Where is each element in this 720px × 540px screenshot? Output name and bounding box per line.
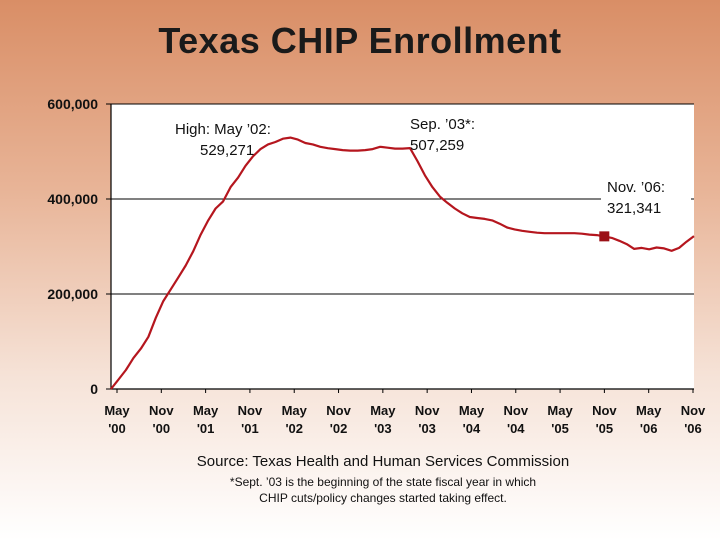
x-tick-label-year: '02 [330, 421, 348, 436]
annotation: Nov. ’06: 321,341 [601, 177, 691, 219]
x-tick-label-year: '05 [596, 421, 614, 436]
enrollment-line [110, 136, 695, 390]
annotation: Sep. ’03*: 507,259 [410, 116, 475, 154]
x-tick-label-month: Nov [326, 403, 351, 418]
y-tick-label: 400,000 [47, 191, 98, 207]
highlight-marker [599, 231, 610, 242]
y-tick-labels: 0 200,000 400,000 600,000 [47, 96, 98, 397]
plot-area [111, 104, 694, 389]
x-tick-label-month: Nov [503, 403, 528, 418]
footnote-line-1: *Sept. ’03 is the beginning of the state… [229, 475, 537, 489]
x-tick-label-month: May [547, 403, 573, 418]
chart-title: Texas CHIP Enrollment [158, 20, 562, 61]
series-group [110, 136, 695, 390]
x-tick-label-year: '05 [551, 421, 569, 436]
annotation: High: May ’02: 529,271 [175, 121, 271, 159]
annotation-line-1: Nov. ’06: [607, 179, 665, 196]
annotation-line-1: High: May ’02: [175, 121, 271, 138]
x-tick-label-year: '01 [241, 421, 259, 436]
axes [110, 104, 694, 390]
x-tick-label-month: Nov [238, 403, 263, 418]
x-tick-label-month: May [459, 403, 485, 418]
footnote: *Sept. ’03 is the beginning of the state… [0, 474, 720, 506]
x-tick-label-month: May [193, 403, 219, 418]
x-tick-label-year: '02 [285, 421, 303, 436]
x-tick-label-year: '06 [640, 421, 658, 436]
annotation-line-2: 321,341 [607, 200, 661, 217]
x-tick-label-year: '04 [507, 421, 525, 436]
annotation-line-2: 529,271 [200, 142, 254, 159]
source-note: Source: Texas Health and Human Services … [196, 453, 570, 470]
x-tick-label-year: '00 [153, 421, 171, 436]
x-tick-label-month: May [282, 403, 308, 418]
x-tick-label-month: Nov [592, 403, 617, 418]
x-tick-label-month: Nov [681, 403, 706, 418]
footnote-line-2: CHIP cuts/policy changes started taking … [259, 491, 507, 506]
x-tick-label-month: May [636, 403, 662, 418]
y-tick-label: 200,000 [47, 286, 98, 302]
x-tick-label-year: '00 [108, 421, 126, 436]
x-tick-label-month: Nov [149, 403, 174, 418]
x-tick-label-year: '03 [418, 421, 436, 436]
annotation-line-1: Sep. ’03*: [410, 116, 475, 133]
y-tick-label: 0 [90, 381, 98, 397]
x-tick-label-year: '04 [463, 421, 481, 436]
x-tick-label-year: '01 [197, 421, 215, 436]
x-tick-labels: May '00 Nov '00 May '01 Nov '01 May '02 Nov '02 May '… [104, 389, 706, 436]
annotation-bg [601, 177, 691, 219]
annotation-line-2: 507,259 [410, 137, 464, 154]
x-tick-label-month: May [104, 403, 130, 418]
x-tick-label-month: Nov [415, 403, 440, 418]
gridlines [106, 103, 694, 390]
annotations: High: May ’02: 529,271 Sep. ’03*: 507,259 No… [175, 116, 691, 219]
x-tick-label-year: '06 [684, 421, 702, 436]
x-tick-label-year: '03 [374, 421, 392, 436]
x-tick-label-month: May [370, 403, 396, 418]
y-tick-label: 600,000 [47, 96, 98, 112]
